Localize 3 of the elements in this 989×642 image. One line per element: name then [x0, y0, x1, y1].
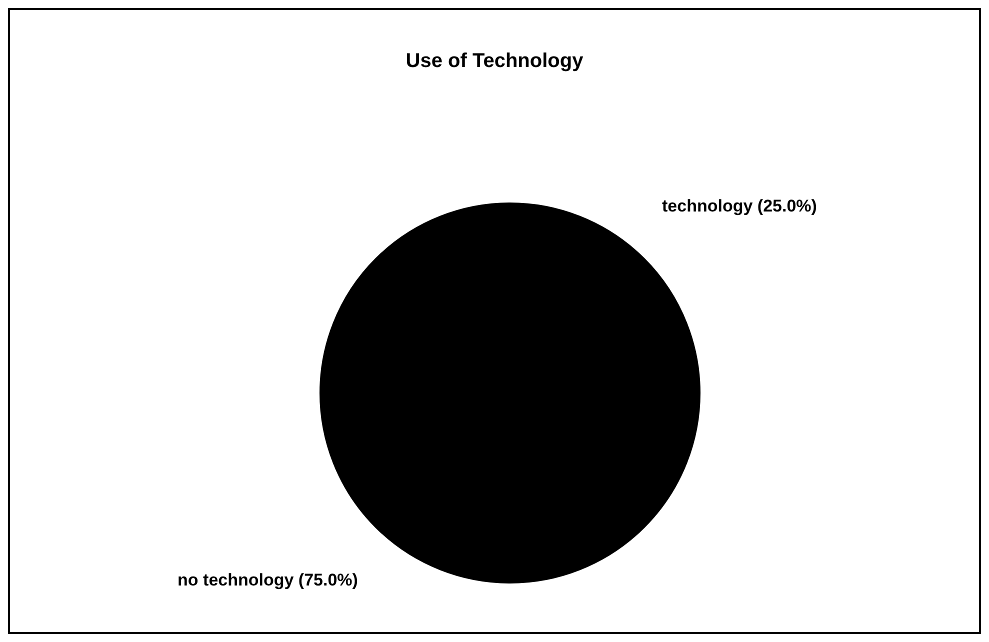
chart-title: Use of Technology — [404, 50, 584, 73]
slice-label: no technology (75.0%) — [178, 570, 358, 590]
slice-label: technology (25.0%) — [662, 196, 817, 216]
